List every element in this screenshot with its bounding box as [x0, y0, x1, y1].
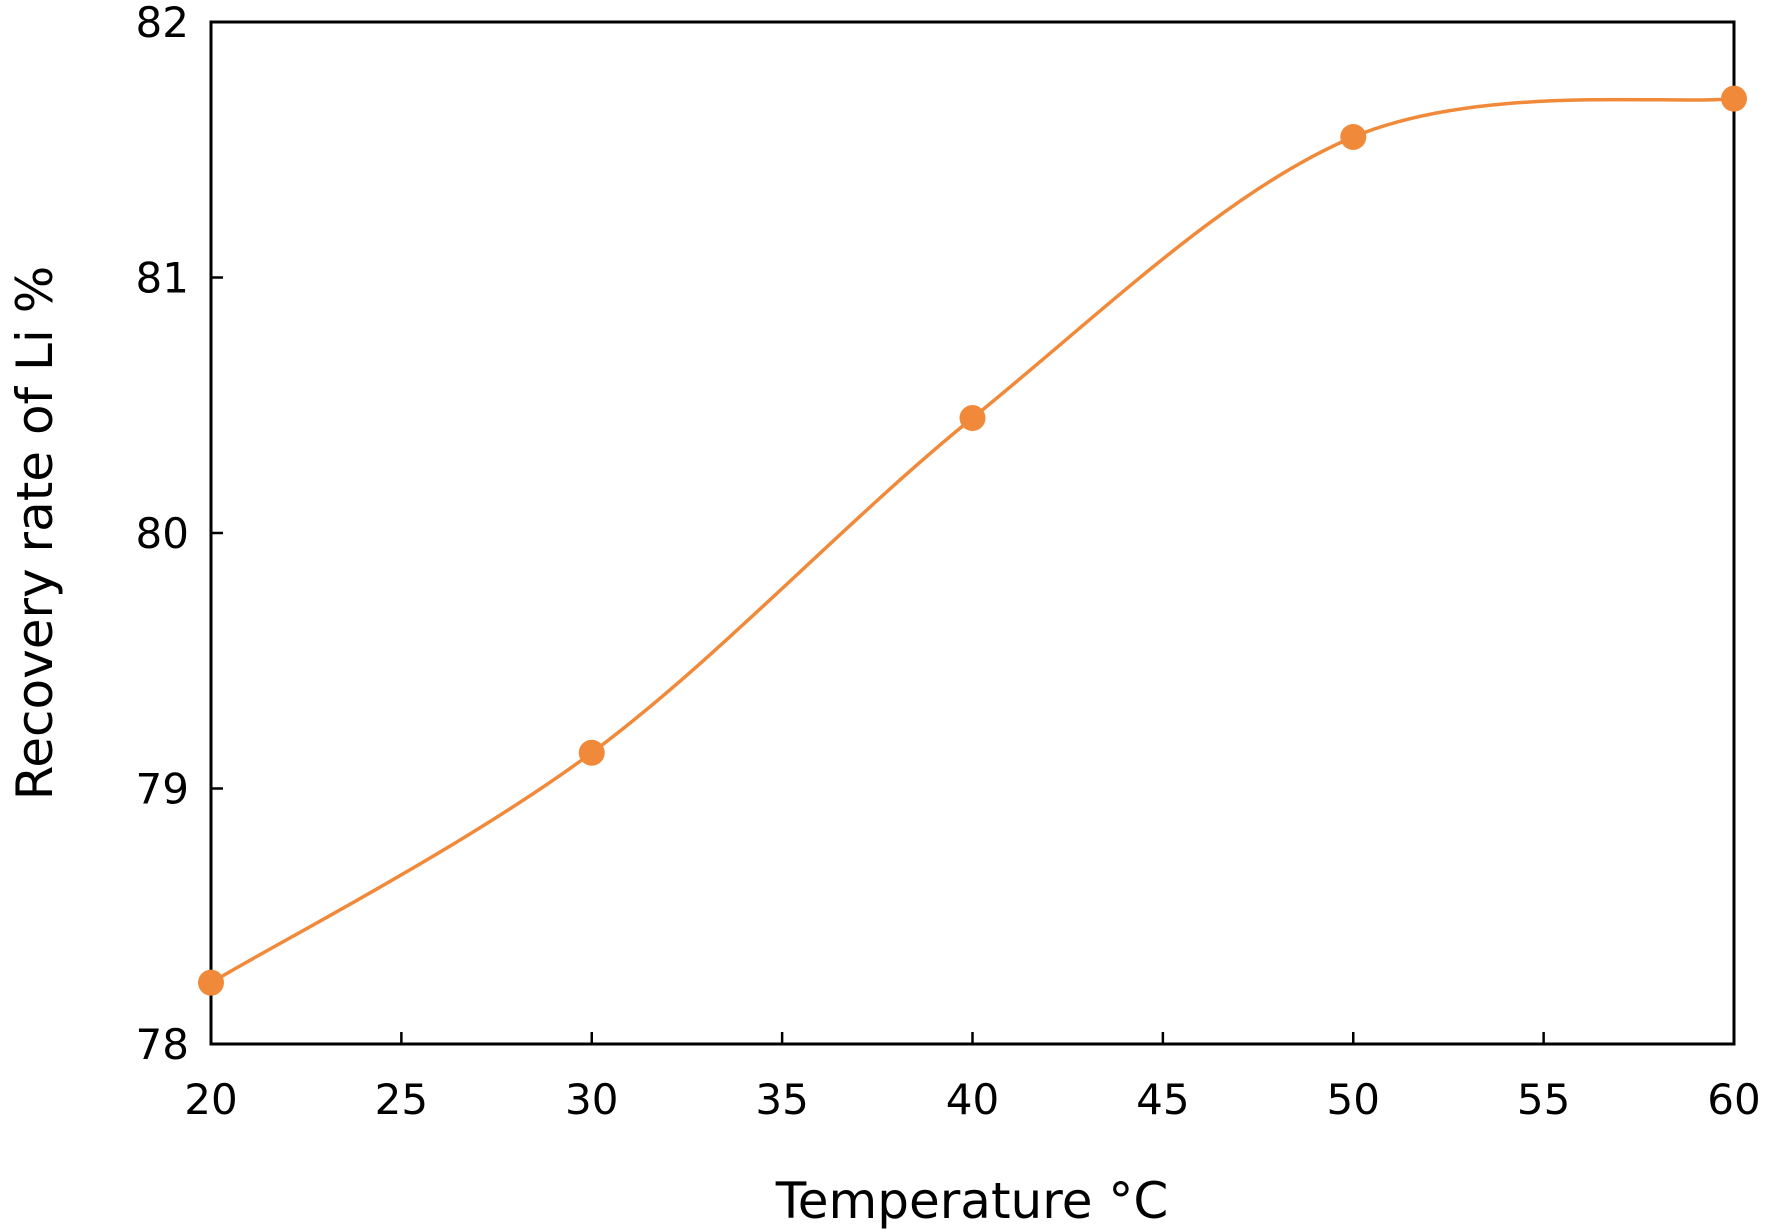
x-tick-label: 55: [1517, 1075, 1570, 1124]
x-axis-title: Temperature °C: [775, 1172, 1169, 1230]
data-point: [578, 739, 605, 766]
data-point: [959, 405, 986, 432]
x-tick-label: 20: [184, 1075, 237, 1124]
x-tick-label: 25: [375, 1075, 428, 1124]
y-tick-label: 78: [136, 1020, 189, 1069]
x-tick-label: 45: [1136, 1075, 1189, 1124]
data-point: [1721, 85, 1747, 112]
plot-frame: [209, 20, 1736, 1046]
y-axis-ticks: 78 79 80 81 82: [136, 0, 223, 1069]
x-tick-label: 50: [1327, 1075, 1380, 1124]
y-tick-label: 82: [136, 0, 189, 47]
x-tick-label: 60: [1707, 1075, 1760, 1124]
x-axis-ticks: 20 25 30 35 40 45 50 55 60: [184, 1032, 1761, 1124]
x-tick-label: 35: [755, 1075, 808, 1124]
y-tick-label: 80: [136, 509, 189, 558]
data-point: [198, 969, 224, 996]
data-point: [1340, 123, 1367, 150]
y-tick-label: 79: [136, 765, 189, 814]
x-tick-label: 30: [565, 1075, 618, 1124]
x-tick-label: 40: [946, 1075, 999, 1124]
y-tick-label: 81: [136, 254, 189, 303]
data-points: [198, 85, 1747, 996]
y-axis-title: Recovery rate of Li %: [6, 266, 64, 800]
series-line: [210, 96, 1735, 985]
